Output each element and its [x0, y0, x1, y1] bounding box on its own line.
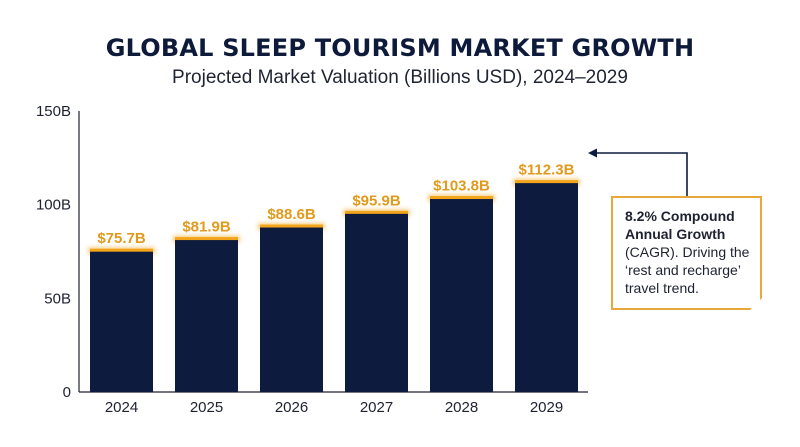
callout-body: (CAGR). Driving the ‘rest and recharge’ … [625, 244, 750, 296]
bar-top-highlight [515, 180, 578, 184]
bar-value-label: $75.7B [97, 230, 146, 247]
bar-value-label: $103.8B [433, 178, 490, 195]
callout-arrowhead [588, 148, 597, 158]
y-tick-label: 0 [63, 384, 71, 401]
callout-corner-fold [750, 298, 762, 310]
cagr-callout: 8.2% Compound Annual Growth (CAGR). Driv… [611, 196, 762, 310]
chart-subtitle: Projected Market Valuation (Billions USD… [172, 67, 628, 88]
x-tick-label: 2029 [530, 399, 563, 416]
x-tick-label: 2027 [360, 399, 393, 416]
bar-value-label: $112.3B [519, 162, 575, 179]
callout-arrow [593, 152, 688, 196]
bar [90, 250, 153, 392]
chart-title: GLOBAL SLEEP TOURISM MARKET GROWTH [105, 34, 695, 62]
bar-value-label: $81.9B [182, 219, 231, 236]
bar-value-label: $88.6B [267, 206, 316, 223]
bar-top-highlight [345, 210, 408, 214]
y-tick-label: 150B [36, 103, 71, 120]
x-tick-label: 2026 [275, 399, 308, 416]
bar-value-label: $95.9B [352, 192, 401, 209]
bar [345, 212, 408, 392]
bar [175, 238, 238, 392]
bar [515, 181, 578, 392]
y-tick-label: 50B [44, 290, 71, 307]
bar-top-highlight [260, 224, 323, 228]
x-axis-labels: 2024 2025 2026 2027 2028 2029 [105, 399, 563, 416]
bar [430, 197, 493, 392]
bar-top-highlight [175, 237, 238, 241]
bar-top-highlight [90, 248, 153, 252]
callout-headline: 8.2% Compound Annual Growth [625, 208, 735, 242]
y-axis-ticks: 0 50B 100B 150B [36, 103, 71, 401]
bar-top-highlight [430, 196, 493, 200]
bars-group: $75.7B $81.9B $88.6B $95.9B $103.8B $112.3B [88, 162, 580, 392]
x-tick-label: 2024 [105, 399, 138, 416]
x-tick-label: 2028 [445, 399, 478, 416]
x-tick-label: 2025 [190, 399, 223, 416]
bar [260, 226, 323, 392]
y-tick-label: 100B [36, 197, 71, 214]
